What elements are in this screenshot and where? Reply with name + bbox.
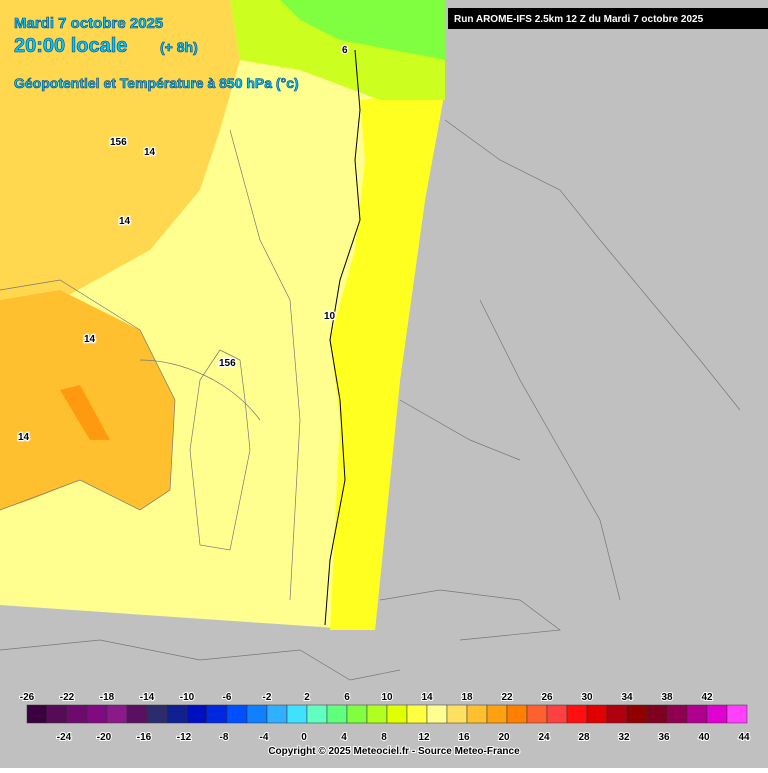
date: Mardi 7 octobre 2025	[14, 15, 163, 32]
legend-swatch	[66, 704, 88, 724]
contour-label: 6	[342, 45, 348, 56]
legend-swatch	[146, 704, 168, 724]
legend-label: 16	[458, 732, 470, 743]
legend-swatch	[106, 704, 128, 724]
legend-label: 0	[301, 732, 307, 743]
legend-label: -12	[177, 732, 192, 743]
legend-swatch	[686, 704, 708, 724]
legend-label: -26	[20, 692, 35, 703]
legend-label: 42	[701, 692, 713, 703]
legend-label: 14	[421, 692, 433, 703]
legend-swatch	[46, 704, 68, 724]
contour-label: 14	[84, 334, 96, 345]
legend-label: 30	[581, 692, 593, 703]
legend-swatch	[426, 704, 448, 724]
legend-label: 36	[658, 732, 670, 743]
contour-label: 10	[324, 311, 336, 322]
cold-area	[280, 0, 445, 60]
legend-swatch	[466, 704, 488, 724]
legend-label: -20	[97, 732, 112, 743]
warm-area	[0, 0, 240, 300]
contour-line	[324, 49, 361, 626]
legend-label: 32	[618, 732, 630, 743]
legend-swatch	[626, 704, 648, 724]
warmest-area	[60, 385, 110, 440]
run-box	[448, 8, 768, 29]
legend-label: 26	[541, 692, 553, 703]
legend-label: -16	[137, 732, 152, 743]
legend-swatch	[526, 704, 548, 724]
legend-swatch	[706, 704, 728, 724]
legend-swatch	[166, 704, 188, 724]
legend-label: -24	[57, 732, 72, 743]
legend-swatch	[346, 704, 368, 724]
run: Run AROME-IFS 2.5km 12 Z du Mardi 7 octo…	[454, 14, 704, 25]
legend-swatch	[546, 704, 568, 724]
legend-swatch	[666, 704, 688, 724]
copyright: Copyright © 2025 Meteociel.fr - Source M…	[268, 746, 520, 757]
contour-label: 14	[119, 216, 131, 227]
legend-swatch	[726, 704, 748, 724]
legend-swatch	[586, 704, 608, 724]
legend: -26-24-22-20-18-16-14-12-10-8-6-4-202468…	[19, 691, 751, 744]
contour-label: 156	[219, 358, 236, 369]
legend-swatch	[306, 704, 328, 724]
legend-swatch	[86, 704, 108, 724]
legend-swatch	[366, 704, 388, 724]
legend-swatch	[606, 704, 628, 724]
time: 20:00 locale	[14, 35, 127, 57]
contour-label: 14	[144, 147, 156, 158]
legend-label: 6	[344, 692, 350, 703]
legend-label: 38	[661, 692, 673, 703]
legend-swatch	[646, 704, 668, 724]
coastlines	[0, 119, 741, 681]
legend-label: 20	[498, 732, 510, 743]
legend-label: 8	[381, 732, 387, 743]
legend-label: 34	[621, 692, 633, 703]
legend-swatch	[286, 704, 308, 724]
legend-swatch	[126, 704, 148, 724]
legend-swatch	[246, 704, 268, 724]
legend-label: 28	[578, 732, 590, 743]
legend-label: -8	[220, 732, 229, 743]
legend-label: 10	[381, 692, 393, 703]
legend-label: -10	[180, 692, 195, 703]
field: Géopotentiel et Température à 850 hPa (°…	[14, 75, 299, 91]
legend-label: -14	[140, 692, 155, 703]
legend-label: -18	[100, 692, 115, 703]
legend-label: 44	[738, 732, 750, 743]
legend-swatch	[506, 704, 528, 724]
lead: (+ 8h)	[160, 39, 198, 55]
legend-label: -4	[260, 732, 269, 743]
legend-swatch	[386, 704, 408, 724]
legend-swatch	[26, 704, 48, 724]
legend-label: 12	[418, 732, 430, 743]
legend-label: 40	[698, 732, 710, 743]
legend-label: 18	[461, 692, 473, 703]
legend-swatch	[446, 704, 468, 724]
legend-label: 24	[538, 732, 550, 743]
contour-label: 156	[110, 137, 127, 148]
legend-swatch	[326, 704, 348, 724]
legend-label: -22	[60, 692, 75, 703]
legend-label: -2	[263, 692, 272, 703]
legend-swatch	[186, 704, 208, 724]
legend-swatch	[266, 704, 288, 724]
legend-swatch	[406, 704, 428, 724]
legend-label: 2	[304, 692, 310, 703]
legend-swatch	[226, 704, 248, 724]
legend-swatch	[486, 704, 508, 724]
legend-swatch	[206, 704, 228, 724]
legend-swatch	[566, 704, 588, 724]
legend-label: 22	[501, 692, 513, 703]
legend-label: 4	[341, 732, 347, 743]
contour-label: 14	[18, 432, 30, 443]
legend-label: -6	[223, 692, 232, 703]
